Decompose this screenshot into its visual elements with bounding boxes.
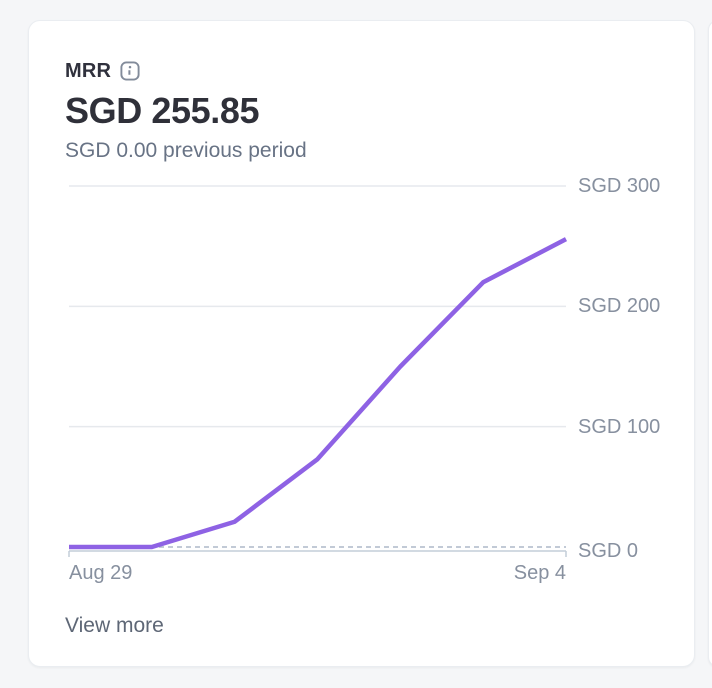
info-icon[interactable] xyxy=(120,61,140,81)
mrr-metric-card: MRR SGD 255.85 SGD 0.00 previous period … xyxy=(28,20,695,667)
mrr-line xyxy=(69,237,568,550)
metric-value: SGD 255.85 xyxy=(65,90,260,131)
mrr-line-chart[interactable] xyxy=(67,171,573,557)
y-tick-label: SGD 0 xyxy=(578,540,639,562)
x-tick-start: Aug 29 xyxy=(69,562,133,584)
card-header: MRR SGD 255.85 SGD 0.00 previous period xyxy=(65,59,307,164)
adjacent-card-sliver xyxy=(708,20,712,667)
title-row: MRR xyxy=(65,59,307,83)
y-tick-label: SGD 300 xyxy=(578,175,661,197)
x-axis-labels: Aug 29 Sep 4 xyxy=(69,561,566,585)
metric-subtitle: SGD 0.00 previous period xyxy=(65,139,307,162)
metric-title: MRR xyxy=(65,60,112,82)
view-more-link[interactable]: View more xyxy=(65,614,164,637)
y-tick-label: SGD 100 xyxy=(578,415,661,438)
y-tick-label: SGD 200 xyxy=(578,295,661,318)
x-tick-end: Sep 4 xyxy=(513,562,566,584)
